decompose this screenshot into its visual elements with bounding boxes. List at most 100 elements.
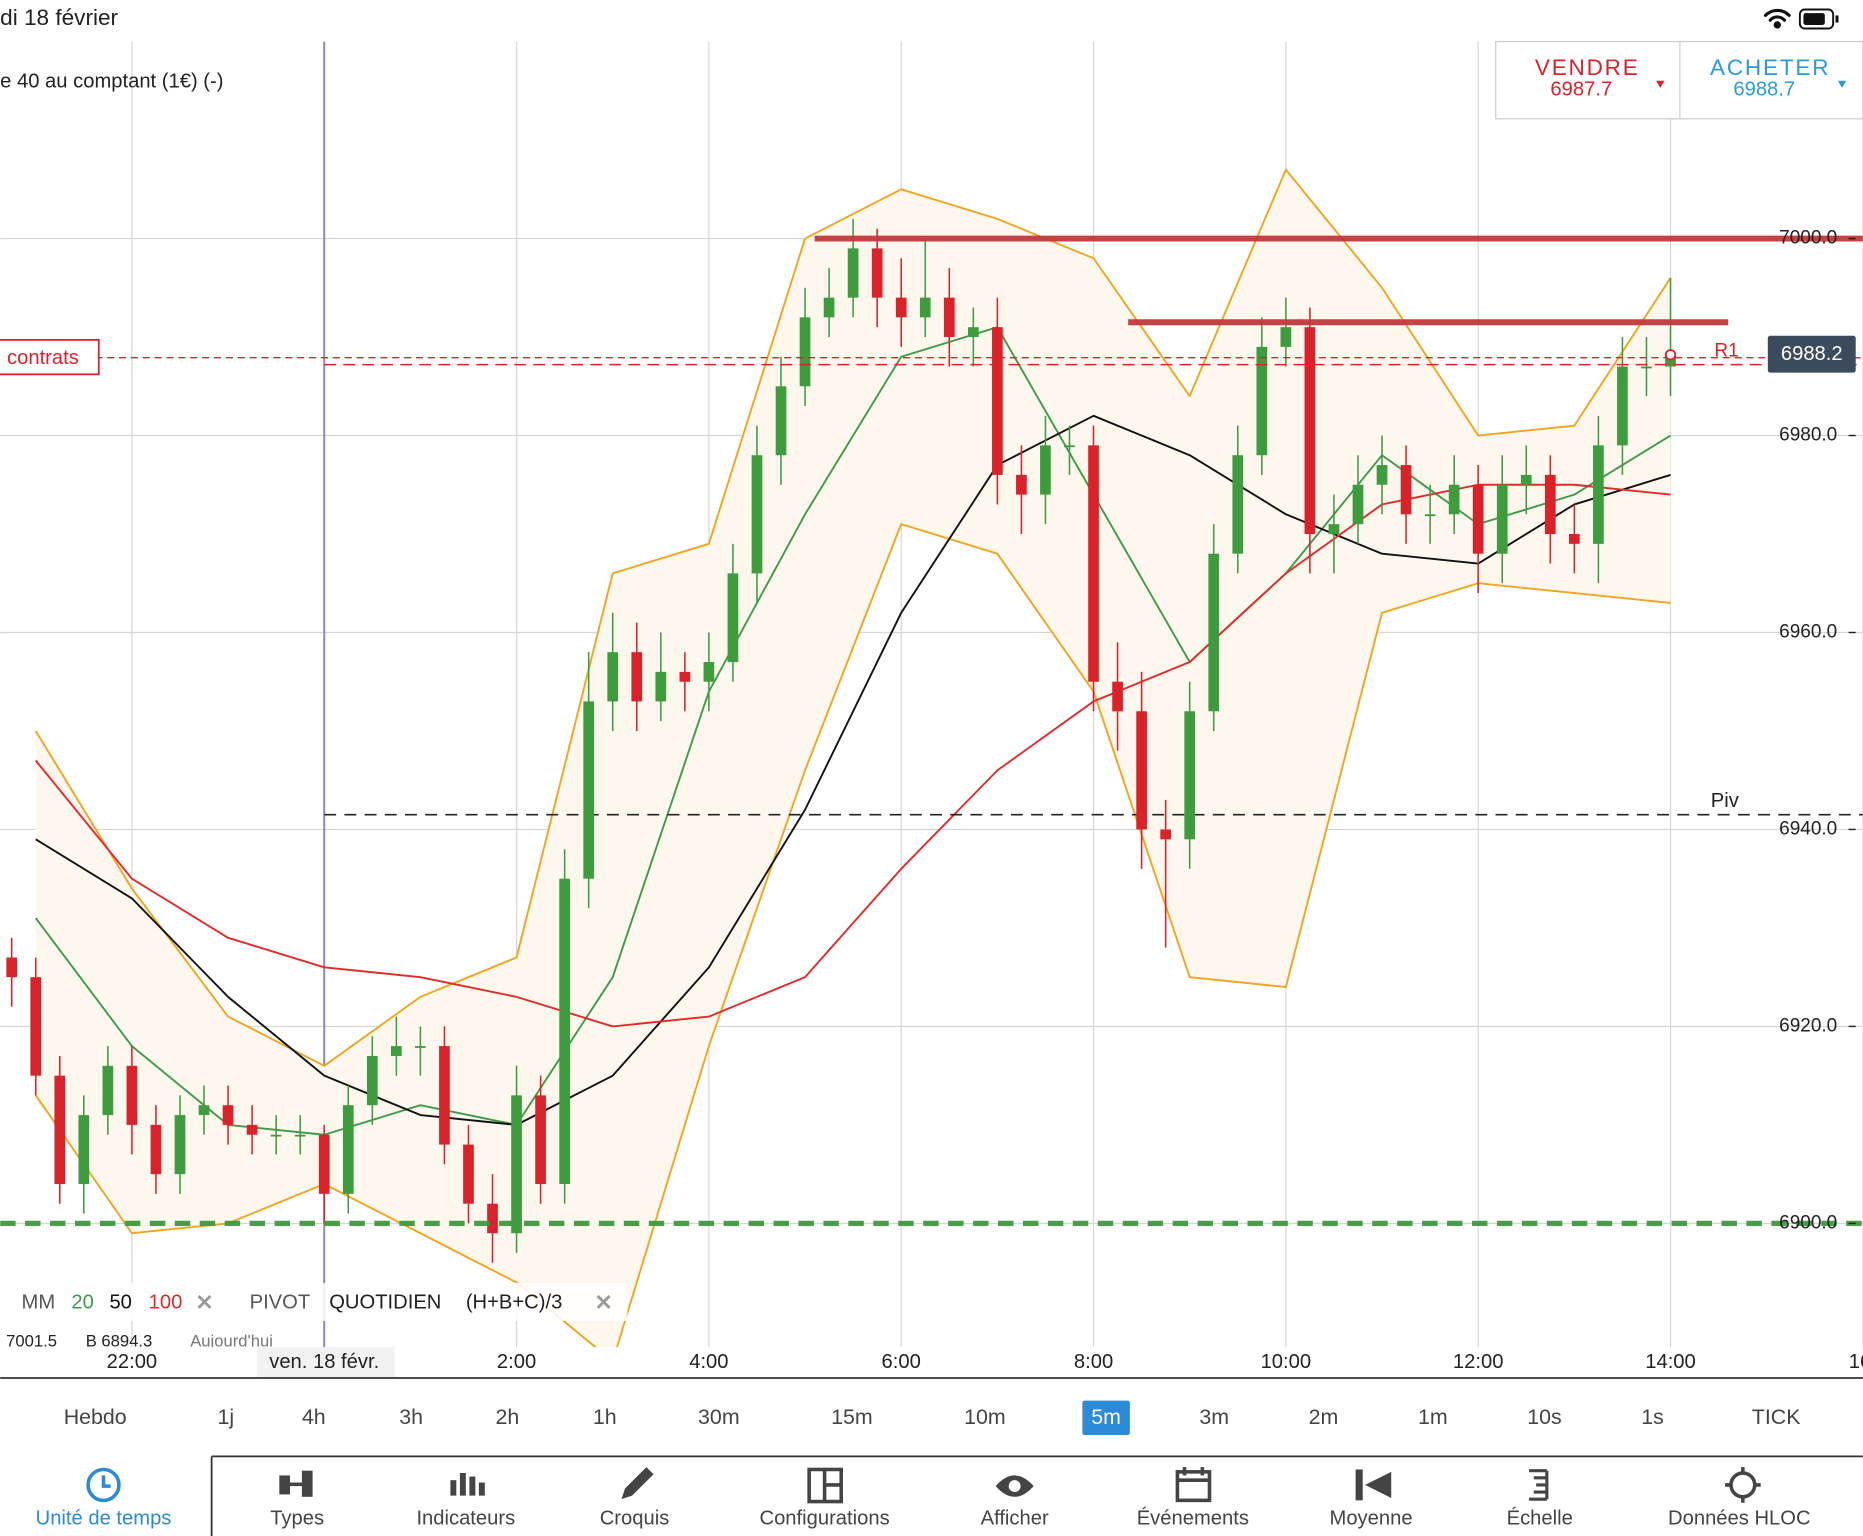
candle-body bbox=[1617, 366, 1628, 446]
timeframe-option[interactable]: 10s bbox=[1527, 1405, 1561, 1429]
candle-body bbox=[1328, 524, 1340, 534]
x-tick-label: 4:00 bbox=[689, 1351, 728, 1373]
sell-price[interactable]: 6987.7 bbox=[1550, 79, 1612, 101]
candle-body bbox=[1472, 484, 1484, 554]
position-label: contrats bbox=[7, 347, 79, 369]
sell-arrow[interactable] bbox=[1656, 80, 1665, 88]
indicators-icon bbox=[450, 1473, 485, 1496]
candle-body bbox=[1569, 533, 1580, 544]
candle-body bbox=[78, 1115, 90, 1184]
last-price-box bbox=[1767, 335, 1856, 373]
legend-bg bbox=[0, 1282, 628, 1321]
eye-icon bbox=[995, 1475, 1034, 1497]
timeframe-option[interactable]: 1h bbox=[593, 1405, 617, 1429]
timeframe-option[interactable]: 10m bbox=[964, 1405, 1006, 1429]
timeframe-option[interactable]: 1m bbox=[1418, 1405, 1448, 1429]
ma-100-legend: 100 bbox=[149, 1291, 183, 1313]
candle-body bbox=[1424, 514, 1436, 517]
candle-body bbox=[222, 1105, 234, 1125]
date-label-bg bbox=[256, 1347, 395, 1379]
candle-body bbox=[318, 1134, 330, 1194]
candle-body bbox=[126, 1065, 138, 1125]
remove-pivot[interactable] bbox=[596, 1295, 611, 1309]
ma-20-legend: 20 bbox=[71, 1291, 93, 1313]
x-tick-label: 2:00 bbox=[497, 1351, 536, 1373]
buy-price[interactable]: 6988.7 bbox=[1733, 79, 1795, 101]
candle-body bbox=[246, 1124, 258, 1135]
calendar-icon bbox=[1175, 1467, 1212, 1503]
timeframe-option[interactable]: 30m bbox=[698, 1405, 740, 1429]
candle-body bbox=[487, 1203, 498, 1234]
candle-body bbox=[679, 671, 691, 682]
candle-body bbox=[631, 652, 643, 702]
candle-body bbox=[751, 455, 763, 574]
candle-body bbox=[439, 1046, 450, 1145]
candle-body bbox=[1256, 346, 1268, 456]
toolbar-button[interactable]: Indicateurs bbox=[416, 1508, 515, 1530]
y-tick-label: 6980.0 bbox=[1779, 425, 1837, 446]
toolbar-button[interactable]: Configurations bbox=[759, 1508, 889, 1530]
overlay: 6900.0 6920.0 6940.0 6960.0 6980.0 7000.0 Piv R… bbox=[0, 228, 1856, 1233]
timeframe-option[interactable]: 2m bbox=[1309, 1405, 1339, 1429]
buy-label[interactable]: ACHETER bbox=[1710, 55, 1830, 80]
candle-body bbox=[1376, 465, 1388, 485]
candle-body bbox=[655, 671, 667, 702]
toolbar-button[interactable]: Unité de temps bbox=[36, 1508, 172, 1530]
clock-icon bbox=[86, 1467, 121, 1503]
y-tick-label: 6940.0 bbox=[1779, 818, 1837, 839]
toolbar-button[interactable]: Croquis bbox=[600, 1508, 670, 1530]
candle-body bbox=[1232, 455, 1244, 554]
candle-body bbox=[919, 297, 931, 318]
timeframe-option[interactable]: 5m bbox=[1091, 1405, 1121, 1429]
buy-button[interactable]: ACHETER 6988.7 bbox=[1710, 55, 1847, 101]
candle-body bbox=[1304, 327, 1316, 534]
toolbar-button[interactable]: Événements bbox=[1137, 1507, 1249, 1530]
toolbar-button[interactable]: Données HLOC bbox=[1668, 1508, 1811, 1530]
candle-body bbox=[895, 297, 907, 318]
candle-body bbox=[415, 1046, 426, 1048]
toolbar-button[interactable]: Échelle bbox=[1507, 1507, 1573, 1530]
sell-button[interactable]: VENDRE 6987.7 bbox=[1535, 55, 1665, 101]
candle-body bbox=[511, 1095, 522, 1234]
timeframe-option[interactable]: TICK bbox=[1752, 1405, 1801, 1429]
timeframe-option[interactable]: 1s bbox=[1641, 1405, 1664, 1429]
candle-body bbox=[1593, 445, 1604, 544]
toolbar: Unité de temps Types Indicateurs Croquis Con… bbox=[36, 1507, 1811, 1530]
types-icon bbox=[279, 1470, 313, 1497]
position-box bbox=[0, 339, 100, 376]
toolbar-button[interactable]: Moyenne bbox=[1330, 1508, 1413, 1530]
timeframe-option[interactable]: 3h bbox=[399, 1405, 423, 1429]
timeframe-selected[interactable] bbox=[1082, 1400, 1130, 1436]
sketch-icon bbox=[621, 1467, 654, 1500]
candle-body bbox=[174, 1115, 186, 1175]
timeframe-option[interactable]: 1j bbox=[218, 1405, 235, 1429]
last-price-dot bbox=[1664, 349, 1677, 361]
toolbar-icons bbox=[86, 1467, 1761, 1504]
x-tick-label: 8:00 bbox=[1074, 1351, 1113, 1373]
buy-arrow[interactable] bbox=[1837, 80, 1847, 88]
y-tick-label: 6900.0 bbox=[1779, 1212, 1837, 1233]
wifi-icon bbox=[1763, 8, 1791, 29]
timeframe-option[interactable]: 4h bbox=[302, 1405, 326, 1429]
average-icon bbox=[1355, 1469, 1392, 1501]
x-tick-label: ven. 18 févr. bbox=[269, 1351, 379, 1373]
toolbar-button[interactable]: Types bbox=[270, 1508, 324, 1530]
x-tick-label: 22:00 bbox=[107, 1351, 158, 1373]
candle-body bbox=[150, 1124, 162, 1175]
timeframe-option[interactable]: 2h bbox=[496, 1405, 520, 1429]
timeframe-option[interactable]: Hebdo bbox=[64, 1405, 127, 1429]
candle-body bbox=[1520, 474, 1532, 485]
candle-body bbox=[1665, 354, 1676, 367]
pivot-label: PIVOT bbox=[250, 1291, 311, 1313]
timeframe-option[interactable]: 15m bbox=[831, 1405, 873, 1429]
sell-label[interactable]: VENDRE bbox=[1535, 55, 1640, 80]
toolbar-button[interactable]: Afficher bbox=[981, 1508, 1049, 1530]
candle-body bbox=[54, 1075, 66, 1184]
remove-ma[interactable] bbox=[197, 1295, 212, 1309]
candle-body bbox=[992, 327, 1003, 475]
timeframe-option[interactable]: 3m bbox=[1199, 1405, 1229, 1429]
last-price-label: 6988.2 bbox=[1781, 343, 1843, 365]
candle-body bbox=[198, 1105, 210, 1116]
moving-average bbox=[35, 414, 1671, 1126]
